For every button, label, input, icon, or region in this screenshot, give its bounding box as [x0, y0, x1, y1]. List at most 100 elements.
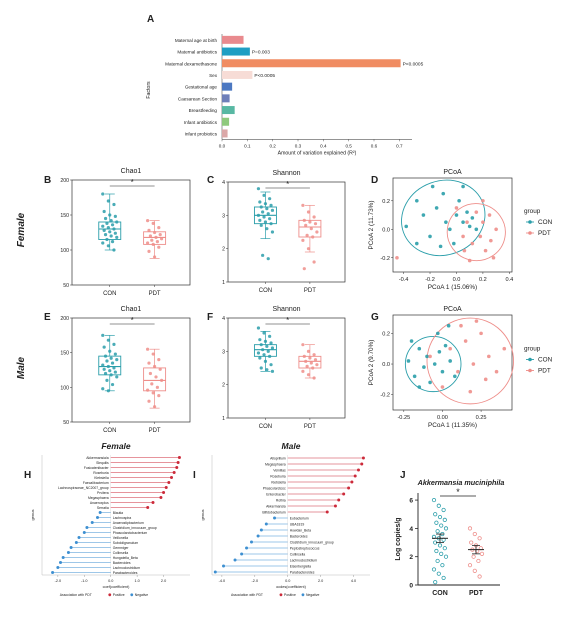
panel-d-point-con: [474, 227, 479, 232]
panel-d-legend-swatch: [528, 231, 532, 235]
panel-j-point-con: [436, 503, 441, 508]
panel-b-point-con: [109, 234, 113, 238]
panel-b-point-con: [110, 223, 115, 227]
panel-a-p-value: P=0.003: [252, 50, 270, 56]
panel-j-point-con: [433, 512, 438, 517]
panel-f-box-con: [253, 344, 277, 357]
panel-h-dot: [90, 521, 94, 524]
panel-d-point-pdt: [395, 255, 399, 260]
panel-j-point-con: [437, 543, 443, 548]
panel-a-bar: [222, 47, 250, 56]
panel-g-y-tick-label: 0.2: [382, 331, 390, 337]
panel-e-point-pdt: [151, 352, 155, 356]
panel-c-point-con: [262, 193, 266, 197]
panel-c-point-pdt: [304, 223, 308, 227]
panel-g-point-con: [417, 385, 422, 389]
panel-e-point-pdt: [147, 361, 151, 365]
panel-g-y-tick-label: -0.2: [380, 393, 390, 399]
panel-d-point-con: [461, 184, 465, 189]
panel-e-point-con: [113, 352, 117, 356]
panel-g-point-con: [412, 374, 417, 379]
panel-c-point-con: [263, 220, 268, 224]
panel-a-x-tick-label: 0.4: [320, 143, 327, 148]
panel-g-point-con: [422, 365, 426, 369]
panel-g-point-con: [425, 354, 429, 359]
panel-i-taxon-label: Rothia: [276, 498, 286, 502]
panel-d-legend-label: PDT: [538, 230, 551, 237]
panel-i-dot: [360, 462, 364, 466]
panel-g-point-con: [409, 339, 414, 343]
panel-d-point-con: [444, 220, 448, 224]
panel-b-point-pdt: [147, 249, 151, 253]
panel-e-x-tick-label: PDT: [149, 428, 161, 434]
panel-d-point-pdt: [489, 238, 493, 243]
panel-h-dot: [146, 506, 150, 509]
panel-i-taxon-label: Klebsiella: [271, 480, 286, 484]
panel-b-point-pdt: [154, 235, 158, 239]
panel-i-dot: [259, 528, 263, 532]
panel-c-point-con: [259, 205, 263, 209]
panel-h-taxon-label: Lachnospira: [113, 516, 132, 520]
panel-i-dot: [264, 522, 268, 526]
panel-e-point-pdt: [157, 358, 161, 362]
panel-g-legend-title: group: [524, 346, 541, 353]
panel-g-x-tick-label: -0.25: [397, 415, 410, 421]
panel-d-point-con: [467, 224, 472, 229]
panel-i-taxon-label: Clostridium_innocuum_group: [290, 540, 334, 544]
panel-i-dot: [273, 516, 277, 520]
panel-f-point-pdt: [304, 359, 308, 363]
panel-letter-g: G: [371, 312, 379, 323]
panel-c-sig-star: *: [286, 180, 289, 189]
panel-b-point-con: [106, 226, 110, 230]
panel-h-taxon-label: Veillonella: [113, 536, 128, 540]
panel-f-point-con: [265, 368, 269, 372]
panel-i-taxon-label: Bifidobacterium: [262, 510, 286, 514]
panel-h-dot: [170, 476, 173, 479]
panel-a-bar: [222, 82, 233, 91]
panel-b-point-con: [106, 244, 110, 248]
panel-g-ellipse-con: [404, 336, 462, 393]
panel-e-point-pdt: [160, 378, 164, 382]
panel-b-point-pdt: [153, 230, 157, 235]
panel-c-title: Shannon: [272, 170, 300, 177]
panel-i-taxon-label: Enterobacter: [266, 492, 286, 496]
row-label-male: Male: [16, 356, 27, 379]
panel-h-dot: [59, 561, 62, 564]
panel-c-point-pdt: [313, 222, 318, 226]
panel-h-dot: [77, 536, 81, 539]
panel-e-point-pdt: [153, 364, 157, 369]
panel-i-dot: [250, 540, 253, 544]
panel-h-taxon-label: Anaerostipbacterium: [113, 521, 144, 525]
panel-h-x-tick-label: 2.0: [161, 579, 166, 583]
panel-a-x-tick-label: 0.6: [371, 143, 378, 148]
panel-i-dot: [361, 456, 365, 460]
panel-f-point-con: [258, 356, 262, 360]
panel-g-point-con: [448, 359, 452, 363]
panel-i-legend-title: Association with PDT: [231, 593, 263, 597]
panel-f-x-tick-label: CON: [259, 424, 272, 430]
panel-j-point-con: [441, 507, 446, 513]
panel-b-point-con: [115, 220, 119, 224]
panel-f-point-con: [263, 339, 268, 343]
panel-h-x-label: coef(coefficient): [103, 585, 130, 589]
panel-j-point-con: [431, 497, 437, 503]
panel-b-point-pdt: [151, 242, 155, 246]
panel-j-point-con: [434, 548, 439, 554]
panel-f-point-con: [259, 343, 263, 347]
panel-d-frame: [392, 177, 513, 273]
panel-h-dot: [164, 486, 168, 489]
panel-d-point-con: [428, 234, 432, 239]
panel-h-title: Female: [101, 441, 131, 451]
panel-c-point-pdt: [308, 220, 312, 224]
panel-j-x-tick-label: PDT: [469, 590, 484, 597]
panel-g-title: PCoA: [443, 306, 462, 313]
panel-e-y-tick-label: 100: [60, 385, 69, 391]
panel-e-y-tick-label: 200: [60, 316, 69, 322]
panel-b-point-pdt: [151, 221, 155, 225]
panel-b-point-pdt: [157, 245, 161, 249]
panel-i-taxon-label: Phascolarctosc: [263, 486, 286, 490]
panel-g-x-tick-label: 0.00: [437, 415, 448, 421]
panel-i-taxon-label: Megasphaera: [265, 462, 286, 466]
panel-b-point-pdt: [155, 240, 159, 244]
panel-b-point-con: [113, 214, 117, 218]
